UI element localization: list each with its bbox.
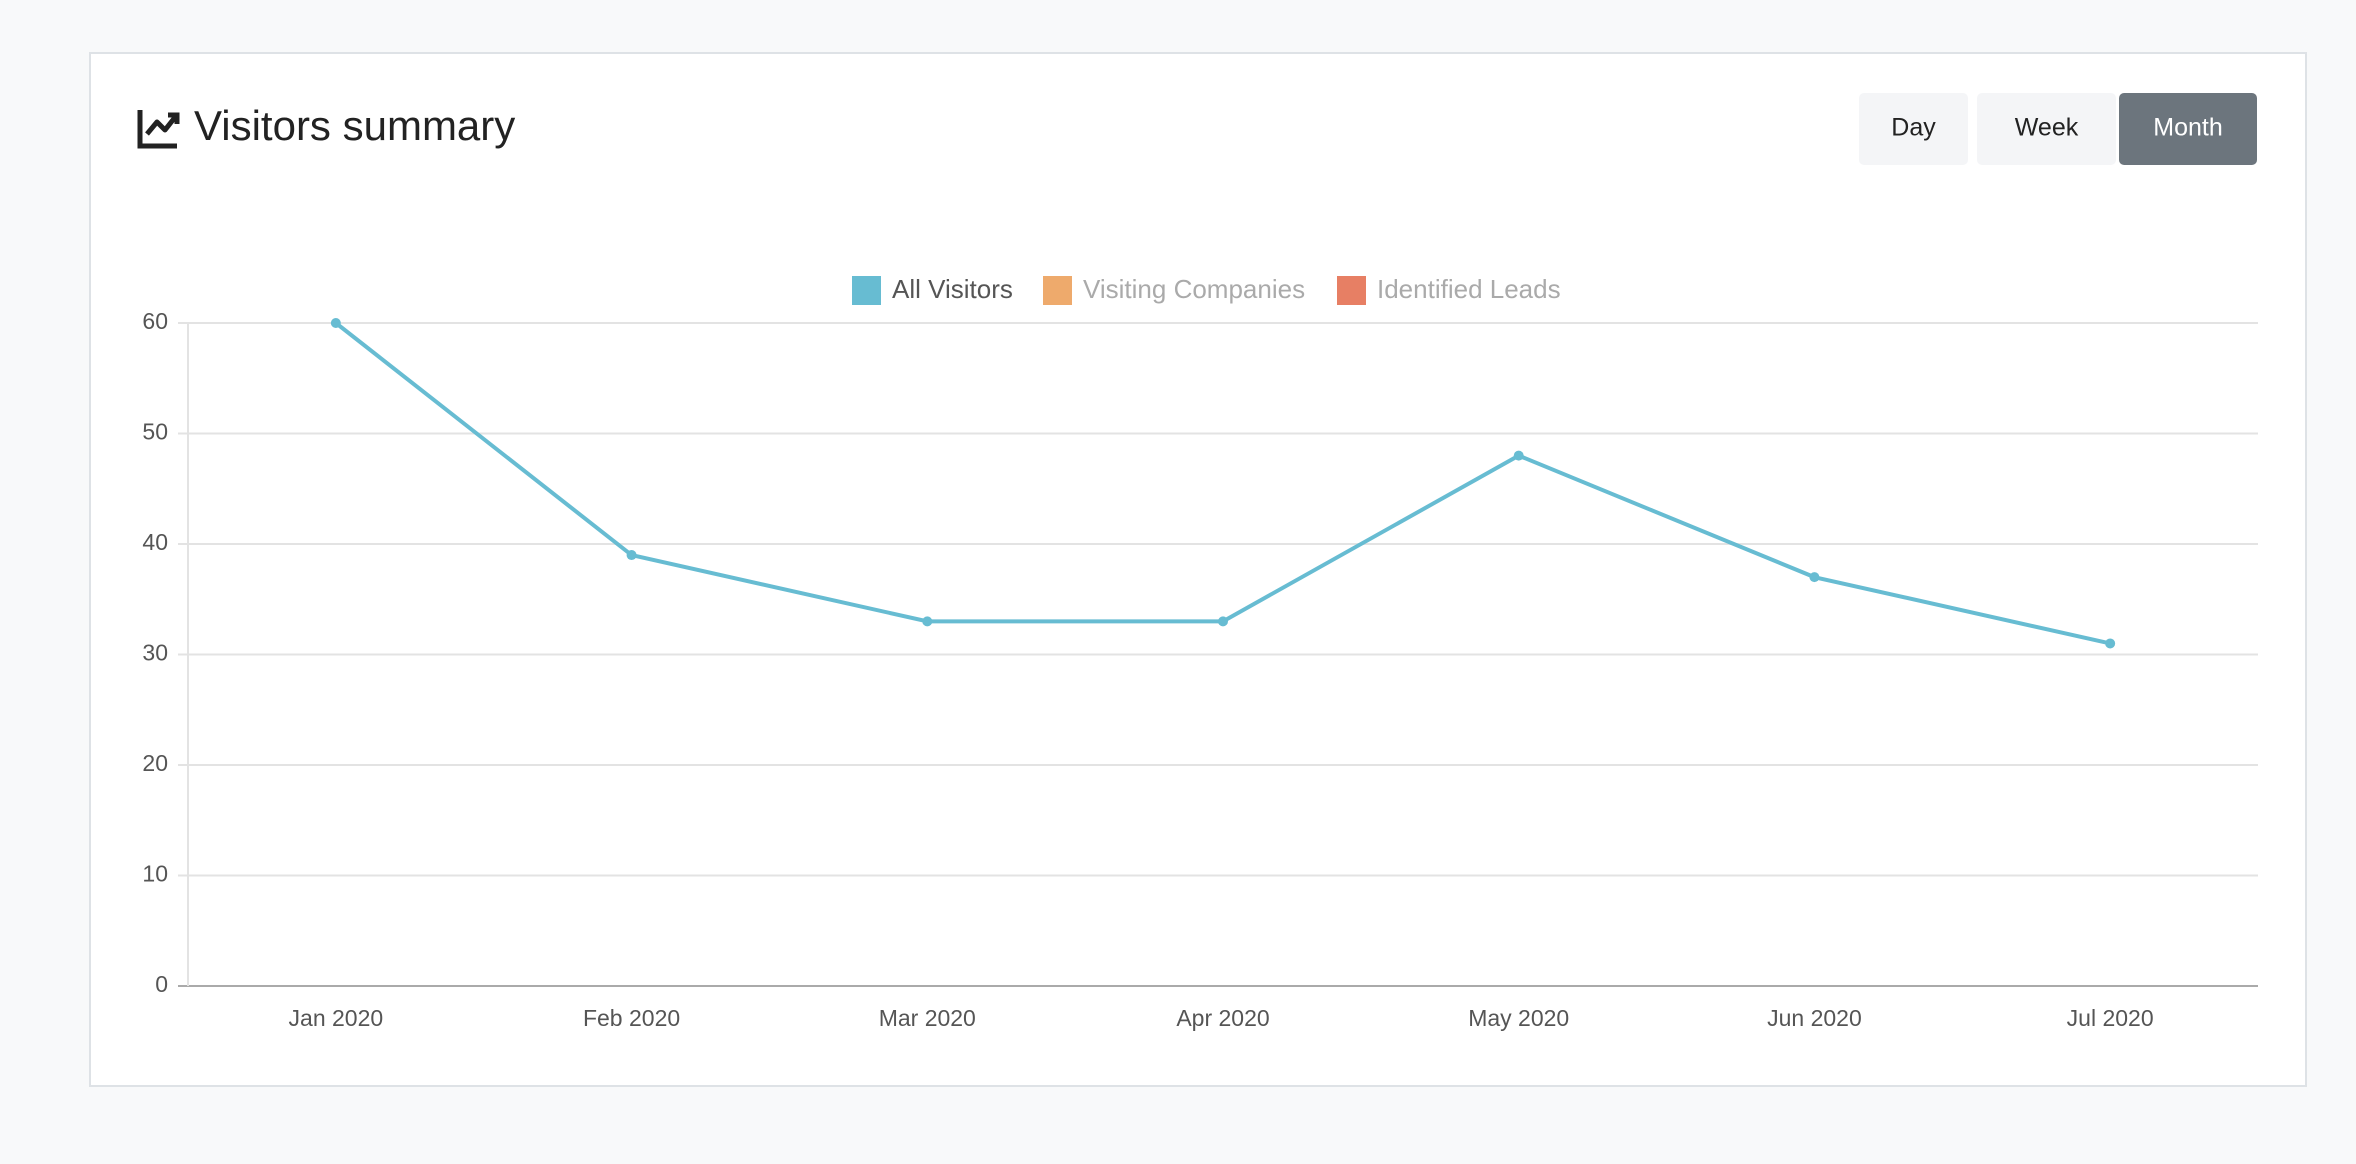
y-tick-label: 20 <box>142 750 168 776</box>
tab-button-label[interactable]: Week <box>2015 114 2079 142</box>
y-tick-label: 40 <box>142 529 168 555</box>
x-tick-label: Mar 2020 <box>879 1005 976 1031</box>
y-tick-label: 10 <box>142 861 168 887</box>
x-tick-label: Jun 2020 <box>1767 1005 1862 1031</box>
tab-button-label[interactable]: Day <box>1891 114 1936 142</box>
x-tick-label: Feb 2020 <box>583 1005 680 1031</box>
data-point <box>2105 638 2116 649</box>
x-tick-label: Jul 2020 <box>2067 1005 2154 1031</box>
y-tick-label: 30 <box>142 640 168 666</box>
x-tick-label: Apr 2020 <box>1176 1005 1269 1031</box>
legend-swatch[interactable] <box>1337 276 1366 305</box>
tab-button[interactable] <box>1859 93 1968 165</box>
legend-swatch[interactable] <box>852 276 881 305</box>
data-point <box>1809 572 1820 583</box>
legend-label[interactable]: Visiting Companies <box>1083 274 1305 304</box>
data-point <box>1513 450 1524 461</box>
tab-button[interactable] <box>1977 93 2116 165</box>
x-tick-label: Jan 2020 <box>289 1005 384 1031</box>
data-point <box>922 616 933 627</box>
y-tick-label: 50 <box>142 419 168 445</box>
x-tick-label: May 2020 <box>1468 1005 1569 1031</box>
data-point <box>1218 616 1228 627</box>
chart-icon <box>137 110 180 149</box>
tab-button-label[interactable]: Month <box>2153 114 2222 142</box>
card-title: Visitors summary <box>194 102 515 149</box>
tab-button[interactable] <box>2119 93 2257 165</box>
legend-label[interactable]: Identified Leads <box>1377 274 1561 304</box>
data-point <box>330 318 341 328</box>
card <box>89 52 2307 1087</box>
legend-swatch[interactable] <box>1043 276 1072 305</box>
y-tick-label: 0 <box>155 971 168 997</box>
y-tick-label: 60 <box>142 308 168 334</box>
data-point <box>626 550 637 561</box>
legend-label[interactable]: All Visitors <box>892 274 1013 304</box>
